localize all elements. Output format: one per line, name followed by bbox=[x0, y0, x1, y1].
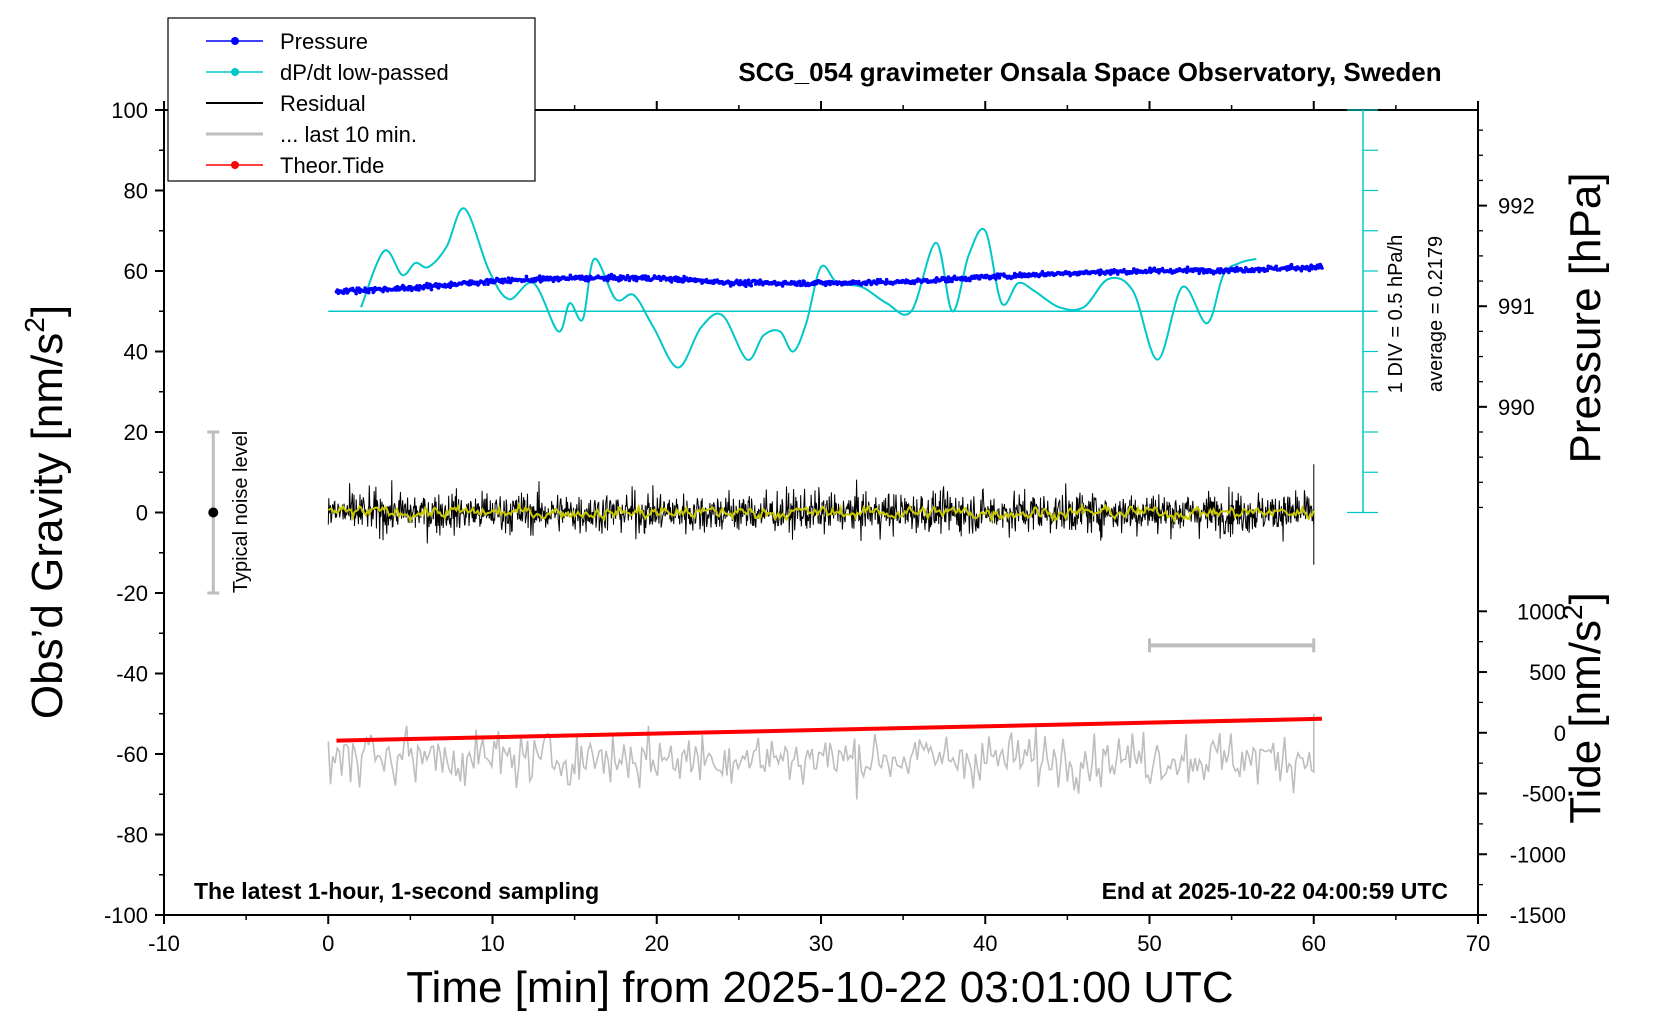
x-tick-label: 40 bbox=[973, 931, 997, 956]
y-axis-title-left: Obs’d Gravity [nm/s2] bbox=[19, 305, 72, 719]
legend-marker bbox=[231, 161, 239, 169]
chart-title: SCG_054 gravimeter Onsala Space Observat… bbox=[738, 57, 1441, 87]
tide-axis-title-end: ] bbox=[1561, 592, 1610, 604]
y-axis-title-left-sup: 2 bbox=[19, 317, 50, 333]
footer-left-label: The latest 1-hour, 1-second sampling bbox=[194, 878, 599, 904]
axis-ticks: -10 0 10 20 30 40 50 60 70100806040200-20-40-60-… bbox=[104, 98, 1566, 956]
pressure-series bbox=[334, 262, 1324, 296]
x-tick-label: 70 bbox=[1466, 931, 1490, 956]
pressure-tick-label: 991 bbox=[1498, 294, 1535, 319]
x-tick-label: 10 bbox=[480, 931, 504, 956]
pressure-axis-title: Pressure [hPa] bbox=[1561, 172, 1610, 463]
dpdt-line bbox=[360, 207, 1257, 369]
legend-marker bbox=[231, 68, 239, 76]
dpdt-scale-label: 1 DIV = 0.5 hPa/h bbox=[1385, 235, 1407, 393]
legend-label: ... last 10 min. bbox=[280, 122, 417, 147]
noise-level-label: Typical noise level bbox=[230, 431, 252, 593]
legend-box bbox=[167, 17, 536, 182]
y-tick-label: 80 bbox=[124, 179, 148, 204]
x-tick-label: 60 bbox=[1302, 931, 1326, 956]
pressure-tick-label: 992 bbox=[1498, 194, 1535, 219]
y-tick-label: -40 bbox=[116, 662, 148, 687]
y-tick-label: 20 bbox=[124, 420, 148, 445]
x-tick-label: 20 bbox=[645, 931, 669, 956]
y-tick-label: 100 bbox=[111, 98, 148, 123]
y-tick-label: -20 bbox=[116, 581, 148, 606]
tide-line bbox=[336, 716, 1323, 743]
x-tick-label: 0 bbox=[322, 931, 334, 956]
y-axis-title-left-end: ] bbox=[23, 305, 72, 317]
noise-bar-center bbox=[208, 507, 219, 518]
legend: Pressure dP/dt low-passed Residual ... last… bbox=[167, 17, 536, 182]
y-tick-label: 60 bbox=[124, 259, 148, 284]
tide-tick-label: -1000 bbox=[1510, 842, 1566, 867]
y-tick-label: 0 bbox=[136, 501, 148, 526]
legend-marker bbox=[231, 37, 239, 45]
y-axis-title-left-main: Obs’d Gravity [nm/s bbox=[23, 333, 72, 719]
series-layer bbox=[207, 109, 1379, 800]
x-tick-label: 50 bbox=[1137, 931, 1161, 956]
legend-label: Pressure bbox=[280, 29, 368, 54]
tide-tick-label: -500 bbox=[1522, 782, 1566, 807]
x-tick-label: 30 bbox=[809, 931, 833, 956]
last10-line bbox=[327, 713, 1315, 800]
x-tick-label: -10 bbox=[148, 931, 180, 956]
tide-tick-label: -1500 bbox=[1510, 903, 1566, 928]
tide-tick-label: 1000 bbox=[1517, 599, 1566, 624]
legend-label: dP/dt low-passed bbox=[280, 60, 449, 85]
legend-label: Theor.Tide bbox=[280, 153, 384, 178]
x-axis-title: Time [min] from 2025-10-22 03:01:00 UTC bbox=[406, 963, 1233, 1012]
tide-tick-label: 500 bbox=[1529, 660, 1566, 685]
tide-tick-label: 0 bbox=[1554, 721, 1566, 746]
pressure-tick-label: 990 bbox=[1498, 395, 1535, 420]
tide-axis-title: Tide [nm/s2] bbox=[1557, 592, 1610, 824]
y-tick-label: 40 bbox=[124, 340, 148, 365]
residual-smoothed-line bbox=[327, 501, 1315, 525]
legend-label: Residual bbox=[280, 91, 366, 116]
tide-axis-title-sup: 2 bbox=[1557, 604, 1588, 620]
y-tick-label: -80 bbox=[116, 823, 148, 848]
dpdt-average-label: average = 0.2179 bbox=[1425, 236, 1447, 392]
y-tick-label: -100 bbox=[104, 903, 148, 928]
residual-line bbox=[327, 464, 1315, 565]
pressure-line bbox=[335, 263, 1323, 296]
footer-right-label: End at 2025-10-22 04:00:59 UTC bbox=[1102, 878, 1448, 904]
y-tick-label: -60 bbox=[116, 742, 148, 767]
tide-axis-title-main: Tide [nm/s bbox=[1561, 620, 1610, 824]
